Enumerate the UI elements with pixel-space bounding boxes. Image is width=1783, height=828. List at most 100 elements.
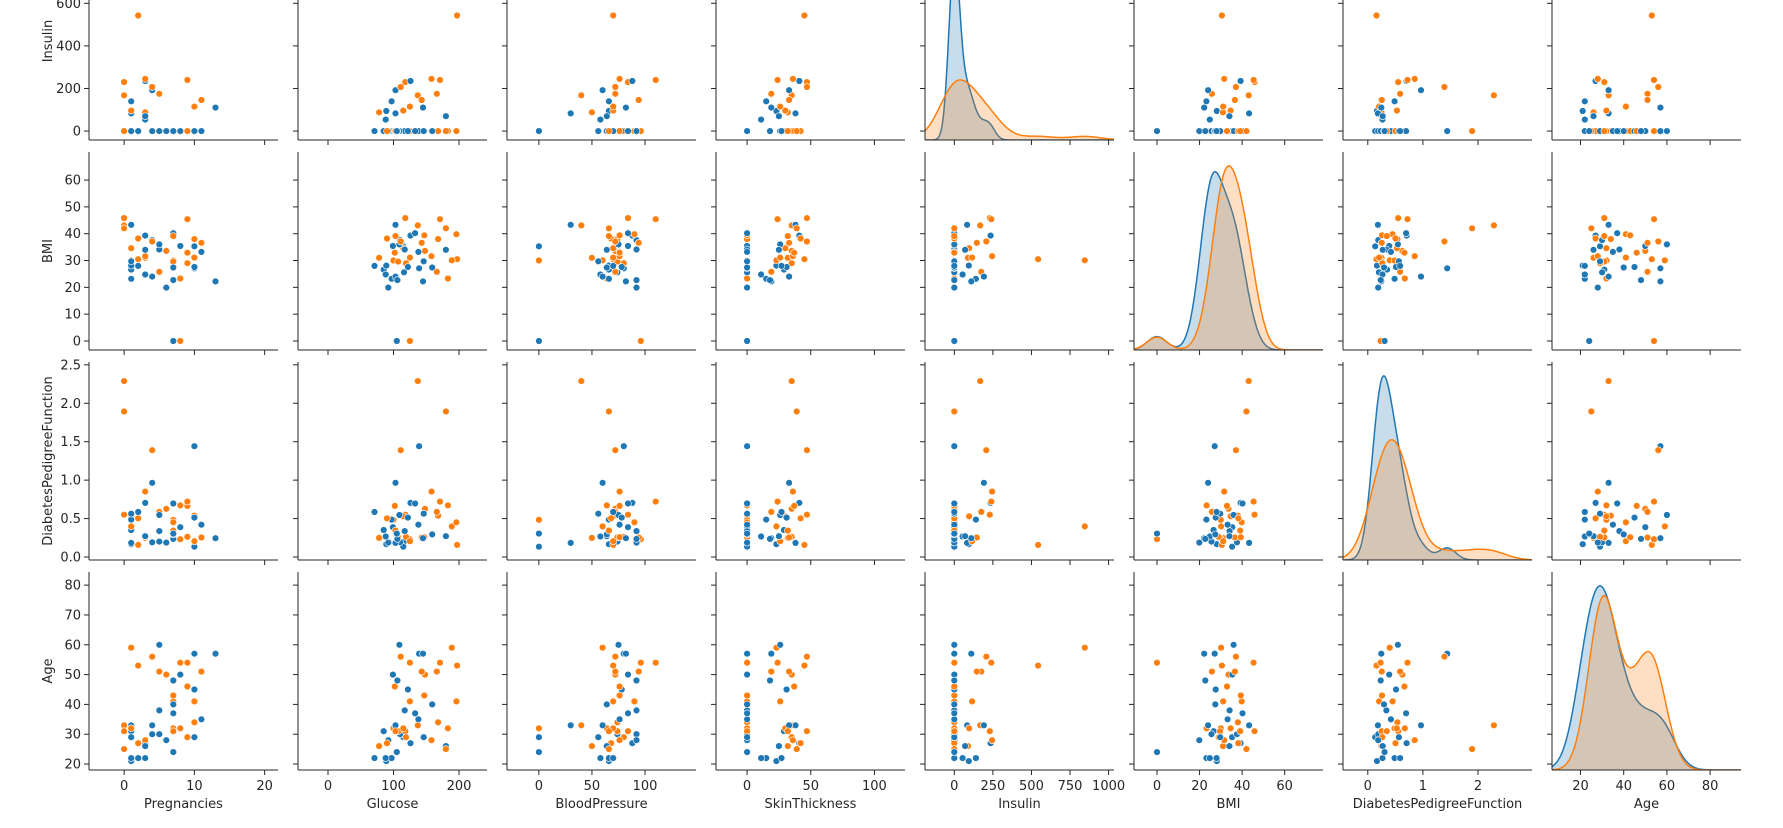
data-point	[176, 658, 185, 667]
data-point	[767, 649, 775, 658]
data-point	[535, 127, 543, 135]
data-point	[535, 748, 543, 756]
data-point	[382, 532, 390, 541]
data-point	[1234, 739, 1243, 747]
data-point	[757, 115, 765, 124]
data-point	[148, 479, 156, 487]
data-point	[535, 724, 543, 732]
data-point	[789, 75, 797, 83]
data-point	[1589, 246, 1598, 254]
y-tick-label: 1.5	[60, 435, 81, 450]
x-tick-label: 1	[1419, 779, 1427, 794]
data-point	[789, 736, 797, 744]
data-point	[176, 274, 185, 283]
plot-area	[743, 641, 811, 765]
data-point	[1604, 86, 1613, 94]
data-point	[1250, 511, 1259, 519]
data-point	[611, 83, 619, 91]
data-point	[176, 670, 185, 679]
data-point	[605, 127, 613, 135]
data-point	[588, 742, 596, 750]
data-point	[176, 523, 185, 531]
data-point	[406, 337, 414, 345]
data-point	[1377, 649, 1386, 658]
data-point	[155, 706, 164, 715]
data-point	[1207, 730, 1216, 738]
data-point	[1663, 240, 1671, 249]
data-point	[391, 221, 400, 229]
data-point	[134, 255, 142, 263]
data-point	[785, 96, 793, 104]
data-point	[784, 727, 792, 735]
data-point	[169, 276, 178, 284]
data-point	[1394, 214, 1402, 222]
data-point	[767, 268, 775, 276]
data-point	[134, 234, 142, 243]
data-point	[148, 538, 156, 546]
y-tick-label: 60	[64, 638, 81, 653]
data-point	[950, 407, 958, 416]
data-point	[1231, 96, 1239, 104]
x-tick-label: 0	[324, 779, 332, 794]
data-point	[134, 127, 142, 135]
panel-Age-vs-BMI: 0 20 40 60 BMI	[1129, 572, 1323, 812]
data-point	[988, 487, 996, 496]
data-point	[1232, 446, 1240, 454]
data-point	[789, 487, 797, 496]
panel-BMI-vs-BMI	[1129, 152, 1323, 355]
data-point	[375, 108, 383, 117]
data-point	[1392, 685, 1400, 694]
data-point	[1387, 248, 1395, 256]
data-point	[1223, 715, 1232, 723]
data-point	[370, 754, 379, 762]
data-point	[1225, 112, 1234, 120]
x-tick-label: 100	[862, 779, 887, 794]
data-point	[790, 502, 798, 510]
y-axis-label: DiabetesPedigreeFunction	[41, 376, 56, 546]
data-point	[1619, 263, 1628, 272]
data-point	[535, 242, 543, 251]
data-point	[1643, 508, 1652, 516]
data-point	[1656, 103, 1665, 112]
data-point	[1650, 127, 1658, 135]
data-point	[1219, 697, 1227, 706]
data-point	[414, 221, 422, 230]
data-point	[155, 511, 164, 519]
data-point	[406, 102, 414, 111]
data-point	[169, 691, 178, 700]
data-point	[967, 277, 975, 286]
plot-area	[1371, 214, 1498, 345]
data-point	[632, 535, 641, 543]
data-point	[176, 242, 185, 250]
x-tick-label: 50	[802, 779, 819, 794]
data-point	[414, 520, 423, 529]
data-point	[950, 529, 958, 538]
data-point	[577, 377, 585, 385]
data-point	[1208, 667, 1216, 676]
data-point	[577, 721, 585, 729]
data-point	[1643, 268, 1652, 276]
data-point	[120, 727, 128, 735]
data-point	[1650, 337, 1658, 345]
data-point	[1242, 745, 1251, 753]
data-point	[617, 513, 626, 522]
data-point	[401, 245, 409, 254]
data-point	[1600, 78, 1609, 86]
data-point	[598, 522, 607, 531]
data-point	[796, 514, 805, 522]
data-point	[1401, 274, 1409, 283]
x-tick-label: 0	[120, 779, 128, 794]
plot-area	[120, 11, 220, 135]
data-point	[120, 511, 128, 519]
data-point	[950, 700, 958, 709]
data-point	[183, 533, 192, 541]
data-point	[609, 508, 617, 516]
data-point	[1153, 658, 1161, 667]
data-point	[444, 274, 452, 283]
panel-DiabetesPedigreeFunction-vs-Age	[1547, 362, 1741, 565]
data-point	[183, 127, 192, 135]
data-point	[622, 103, 630, 112]
data-point	[624, 242, 632, 250]
data-point	[404, 685, 412, 694]
data-point	[782, 513, 791, 522]
